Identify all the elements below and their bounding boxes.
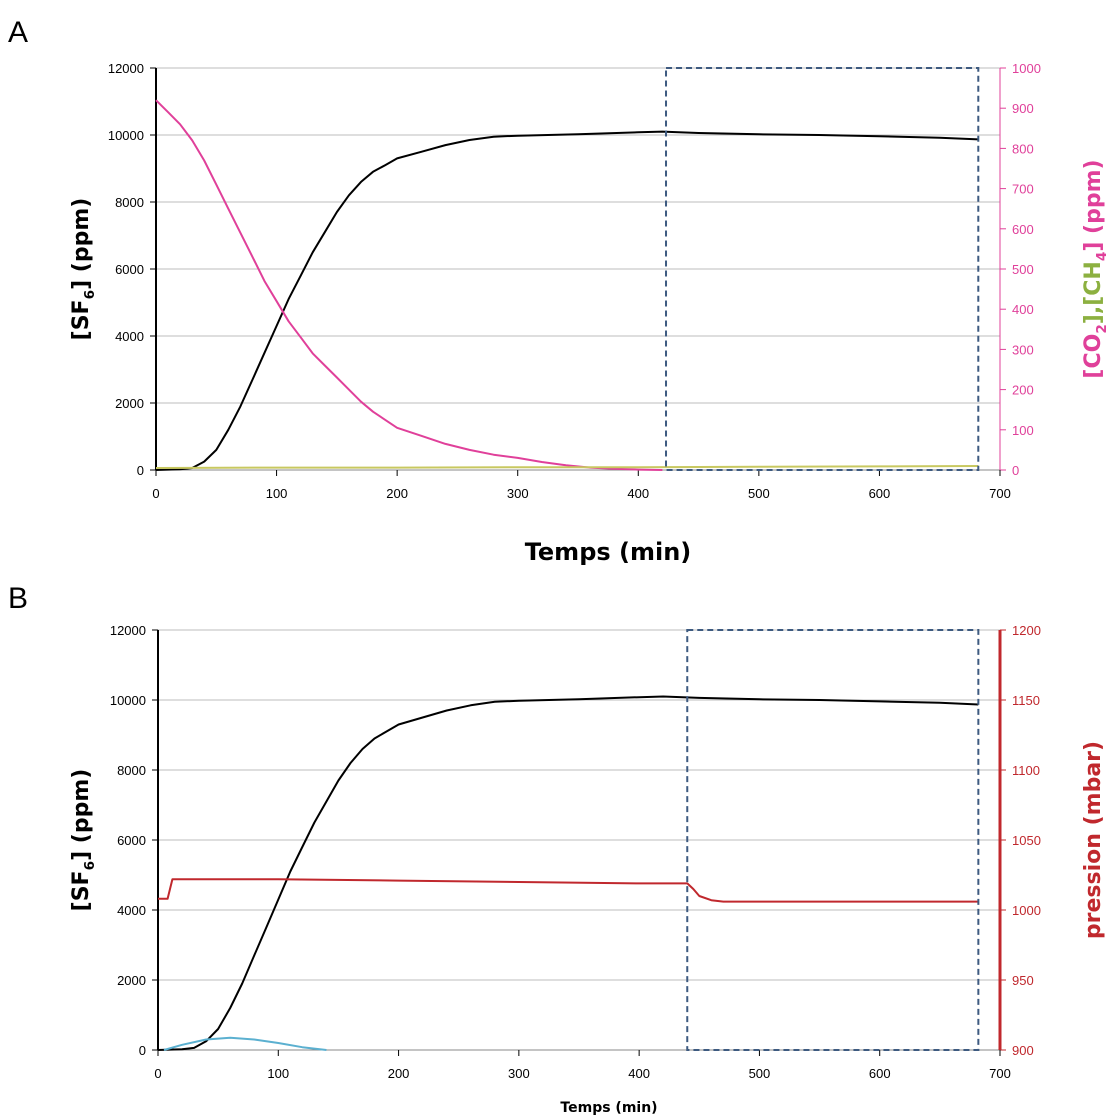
series-line-2 xyxy=(163,1036,327,1051)
y-tick-label: 4000 xyxy=(115,329,144,344)
x-tick-label: 200 xyxy=(386,486,408,501)
chart-panel-b: 0200040006000800010000120009009501000105… xyxy=(69,623,1106,1116)
x-tick-label: 200 xyxy=(388,1066,410,1081)
x-tick-label: 100 xyxy=(266,486,288,501)
y-axis-title: [SF6] (ppm) xyxy=(69,198,98,341)
series-line-2 xyxy=(155,465,979,469)
x-axis-title: Temps (min) xyxy=(560,1100,657,1116)
y-right-axis-title: pression (mbar) xyxy=(1081,741,1106,939)
y-right-tick-label: 1100 xyxy=(1012,763,1040,778)
y-tick-label: 2000 xyxy=(117,973,146,988)
y-right-tick-label: 0 xyxy=(1012,463,1019,478)
y-tick-label: 12000 xyxy=(110,623,146,638)
y-right-tick-label: 900 xyxy=(1012,101,1034,116)
y-tick-label: 4000 xyxy=(117,903,146,918)
y-right-axis-title: [CO2],[CH4] (ppm) xyxy=(1081,159,1110,378)
x-tick-label: 100 xyxy=(267,1066,289,1081)
y-tick-label: 10000 xyxy=(110,693,146,708)
x-tick-label: 700 xyxy=(989,486,1011,501)
y-tick-label: 10000 xyxy=(108,128,144,143)
y-axis-title: [SF6] (ppm) xyxy=(69,769,98,912)
y-right-tick-label: 100 xyxy=(1012,423,1034,438)
x-tick-label: 400 xyxy=(628,1066,650,1081)
x-tick-label: 600 xyxy=(869,1066,891,1081)
y-right-tick-label: 1200 xyxy=(1012,623,1041,638)
y-tick-label: 8000 xyxy=(117,763,146,778)
y-tick-label: 0 xyxy=(139,1043,146,1058)
y-right-tick-label: 300 xyxy=(1012,342,1034,357)
panel-b-letter: B xyxy=(8,582,28,615)
y-tick-label: 6000 xyxy=(115,262,144,277)
y-tick-label: 8000 xyxy=(115,195,144,210)
y-right-tick-label: 700 xyxy=(1012,182,1034,197)
x-tick-label: 500 xyxy=(748,486,770,501)
x-tick-label: 300 xyxy=(508,1066,530,1081)
x-tick-label: 0 xyxy=(154,1066,161,1081)
y-tick-label: 6000 xyxy=(117,833,146,848)
y-right-tick-label: 950 xyxy=(1012,973,1034,988)
y-right-tick-label: 200 xyxy=(1012,383,1034,398)
x-tick-label: 600 xyxy=(869,486,891,501)
y-tick-label: 12000 xyxy=(108,61,144,76)
x-tick-label: 400 xyxy=(627,486,649,501)
y-right-tick-label: 600 xyxy=(1012,222,1034,237)
y-right-tick-label: 400 xyxy=(1012,302,1034,317)
series-line-0 xyxy=(155,130,979,471)
series-line-1 xyxy=(158,878,979,903)
y-right-tick-label: 900 xyxy=(1012,1043,1034,1058)
chart-panel-a: 0200040006000800010000120000100200300400… xyxy=(69,61,1110,566)
x-axis-title: Temps (min) xyxy=(525,538,692,566)
y-right-tick-label: 1050 xyxy=(1012,833,1041,848)
x-tick-label: 700 xyxy=(989,1066,1011,1081)
series-line-1 xyxy=(155,99,663,471)
y-right-tick-label: 800 xyxy=(1012,141,1034,156)
y-tick-label: 0 xyxy=(137,463,144,478)
y-right-tick-label: 1000 xyxy=(1012,61,1041,76)
y-right-tick-label: 1150 xyxy=(1012,693,1040,708)
x-tick-label: 500 xyxy=(749,1066,771,1081)
x-tick-label: 300 xyxy=(507,486,529,501)
highlight-box xyxy=(686,629,980,1051)
y-right-tick-label: 1000 xyxy=(1012,903,1041,918)
series-line-0 xyxy=(157,695,979,1051)
x-tick-label: 0 xyxy=(152,486,159,501)
y-tick-label: 2000 xyxy=(115,396,144,411)
panel-a-letter: A xyxy=(8,16,28,49)
highlight-box xyxy=(665,67,980,471)
y-right-tick-label: 500 xyxy=(1012,262,1034,277)
